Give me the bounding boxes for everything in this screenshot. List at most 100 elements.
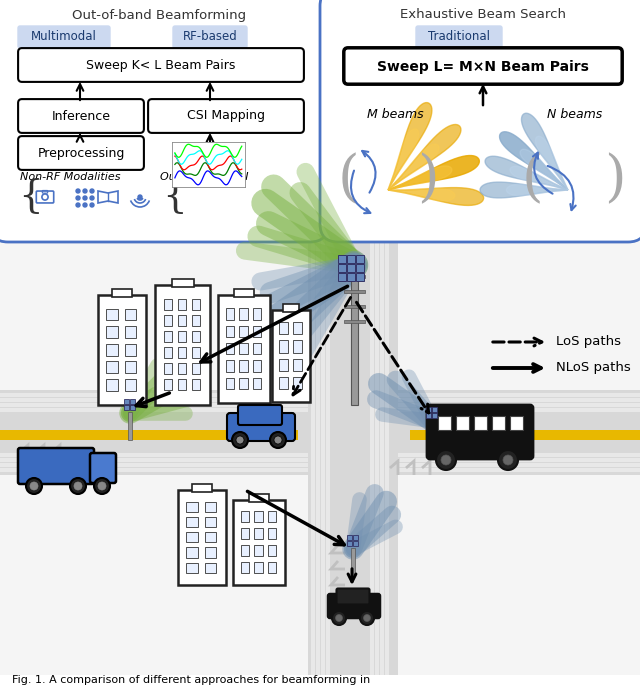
Bar: [254, 511, 262, 522]
Bar: [279, 377, 288, 390]
Circle shape: [83, 203, 87, 207]
FancyBboxPatch shape: [172, 25, 248, 49]
Bar: [106, 379, 118, 391]
Text: Out-of-band Beamforming: Out-of-band Beamforming: [72, 8, 246, 21]
Bar: [430, 420, 434, 448]
Bar: [321, 235, 325, 675]
Bar: [438, 416, 451, 430]
Bar: [186, 502, 198, 512]
Bar: [234, 289, 255, 297]
Bar: [191, 379, 200, 390]
Bar: [226, 308, 234, 320]
Bar: [254, 562, 262, 574]
Bar: [125, 308, 136, 320]
Bar: [293, 377, 302, 390]
Bar: [353, 535, 358, 540]
Bar: [510, 416, 523, 430]
Bar: [106, 326, 118, 338]
Bar: [338, 273, 346, 281]
Bar: [191, 331, 200, 342]
Bar: [106, 308, 118, 320]
Circle shape: [83, 196, 87, 200]
Bar: [178, 300, 186, 310]
Bar: [385, 235, 389, 675]
Bar: [233, 500, 285, 585]
Bar: [205, 548, 216, 558]
Bar: [410, 430, 640, 440]
Bar: [239, 308, 248, 320]
Circle shape: [76, 203, 80, 207]
Bar: [253, 360, 260, 372]
Bar: [279, 340, 288, 352]
FancyBboxPatch shape: [17, 25, 111, 49]
Bar: [0, 453, 640, 457]
Bar: [347, 255, 355, 263]
Bar: [218, 295, 270, 403]
FancyBboxPatch shape: [337, 589, 369, 605]
Bar: [106, 361, 118, 373]
Bar: [241, 545, 250, 556]
FancyBboxPatch shape: [344, 48, 622, 85]
Circle shape: [436, 450, 456, 470]
Bar: [226, 378, 234, 389]
Bar: [254, 545, 262, 556]
Circle shape: [74, 482, 82, 490]
Bar: [0, 463, 640, 467]
FancyBboxPatch shape: [227, 413, 295, 441]
Bar: [125, 326, 136, 338]
Text: {: {: [162, 177, 187, 214]
Bar: [186, 563, 198, 573]
Bar: [268, 545, 276, 556]
Bar: [279, 322, 288, 335]
Text: Fig. 1. A comparison of different approaches for beamforming in: Fig. 1. A comparison of different approa…: [12, 675, 371, 685]
Polygon shape: [510, 166, 568, 190]
Bar: [347, 535, 352, 540]
Bar: [186, 548, 198, 558]
Bar: [293, 359, 302, 371]
Bar: [241, 562, 250, 574]
Circle shape: [26, 478, 42, 494]
FancyBboxPatch shape: [18, 136, 144, 170]
Bar: [351, 265, 358, 405]
Polygon shape: [388, 166, 452, 190]
Text: Out-of-band CSI: Out-of-band CSI: [160, 172, 248, 182]
Text: RF-based: RF-based: [182, 30, 237, 43]
Bar: [178, 379, 186, 390]
Polygon shape: [388, 188, 484, 205]
Bar: [344, 290, 365, 293]
Bar: [239, 360, 248, 372]
Bar: [226, 326, 234, 337]
Bar: [164, 300, 172, 310]
Circle shape: [30, 482, 38, 490]
Circle shape: [76, 189, 80, 193]
Bar: [356, 273, 364, 281]
Polygon shape: [500, 132, 568, 190]
Bar: [98, 295, 146, 405]
Bar: [191, 315, 200, 326]
Bar: [0, 235, 640, 675]
Bar: [351, 548, 355, 576]
Bar: [432, 407, 437, 412]
Bar: [268, 562, 276, 574]
Bar: [130, 405, 135, 410]
Circle shape: [360, 611, 374, 625]
Bar: [432, 413, 437, 418]
FancyBboxPatch shape: [427, 405, 533, 459]
Bar: [226, 360, 234, 372]
Text: M beams: M beams: [367, 109, 423, 122]
Circle shape: [274, 436, 282, 444]
Circle shape: [90, 196, 94, 200]
Bar: [155, 285, 210, 405]
Polygon shape: [388, 188, 455, 201]
Bar: [370, 235, 374, 675]
Circle shape: [364, 614, 371, 622]
Circle shape: [270, 432, 286, 448]
Text: CSI Mapping: CSI Mapping: [187, 109, 265, 122]
Bar: [191, 348, 200, 358]
Bar: [426, 407, 431, 412]
Bar: [164, 315, 172, 326]
Bar: [326, 235, 330, 675]
Bar: [125, 344, 136, 356]
Bar: [205, 532, 216, 542]
Polygon shape: [536, 136, 568, 190]
